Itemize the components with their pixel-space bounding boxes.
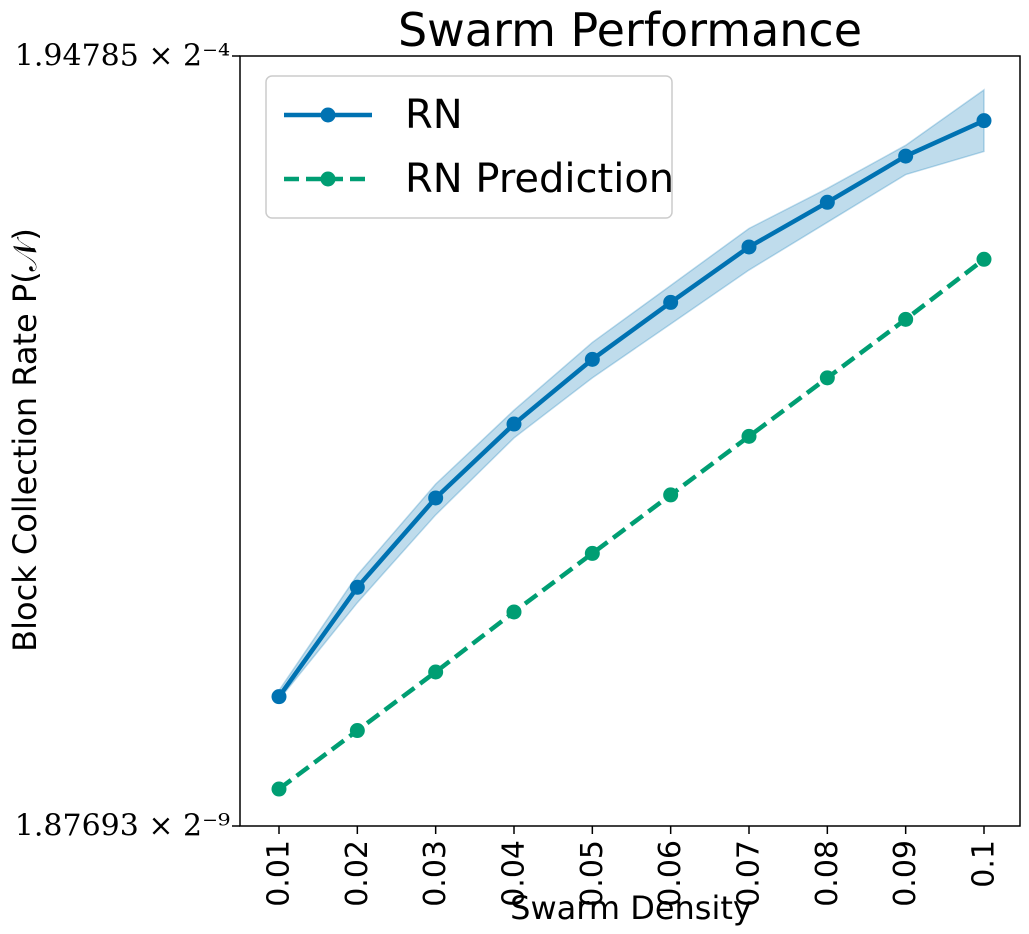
- series-rn-prediction-point: [663, 487, 679, 503]
- series-rn-point: [898, 148, 914, 164]
- series-rn-point: [819, 194, 835, 210]
- series-rn-prediction-line: [277, 257, 986, 791]
- series-rn-prediction-point: [819, 370, 835, 386]
- x-tick-label: 0.01: [262, 840, 297, 907]
- series-rn-point: [506, 416, 522, 432]
- y-axis-ticks: 1.87693 × 2⁻⁹ 1.94785 × 2⁻⁴: [15, 39, 240, 844]
- x-tick-label: 0.06: [653, 840, 688, 907]
- series-rn-prediction-point: [741, 428, 757, 444]
- x-tick-label: 0.05: [575, 840, 610, 907]
- legend: RN RN Prediction: [265, 75, 674, 219]
- series-rn-point: [428, 490, 444, 506]
- legend-rn-marker: [320, 107, 336, 123]
- x-tick-label: 0.08: [810, 840, 845, 907]
- legend-box: [265, 75, 673, 219]
- series-rn-point: [741, 239, 757, 255]
- x-tick-label: 0.04: [497, 840, 532, 907]
- series-rn-prediction-point: [898, 311, 914, 327]
- legend-rn-label: RN: [405, 92, 463, 138]
- y-tick-label: 1.94785 × 2⁻⁴: [15, 39, 230, 74]
- plot-area: [239, 55, 1021, 827]
- legend-rn-prediction-marker: [320, 171, 336, 187]
- x-tick-label: 0.02: [340, 840, 375, 907]
- y-tick-label: 1.87693 × 2⁻⁹: [15, 809, 230, 844]
- x-tick-label: 0.09: [888, 840, 923, 907]
- series-rn-prediction-point: [976, 251, 992, 267]
- x-tick-label: 0.03: [418, 840, 453, 907]
- chart-title: Swarm Performance: [398, 3, 862, 57]
- x-axis-ticks: 0.01 0.02 0.03 0.04 0.05 0.06 0.07 0.08 0.09 0.1: [262, 826, 1002, 907]
- x-tick-label: 0.1: [967, 840, 1002, 888]
- series-rn-prediction-point: [584, 545, 600, 561]
- plot-frame: [239, 55, 1021, 827]
- series-rn-prediction-point: [428, 664, 444, 680]
- series-rn-point: [663, 294, 679, 310]
- series-rn-point: [349, 579, 365, 595]
- series-rn-prediction-point: [349, 723, 365, 739]
- series-rn-prediction-point: [271, 781, 287, 797]
- series-rn-point: [584, 351, 600, 367]
- series-rn-point: [271, 689, 287, 705]
- series-rn-prediction-point: [506, 604, 522, 620]
- legend-rn-prediction-label: RN Prediction: [405, 156, 674, 202]
- series-rn-line: [277, 118, 985, 698]
- y-axis-label: Block Collection Rate P(𝒩): [6, 228, 44, 652]
- x-axis-label: Swarm Density: [510, 889, 752, 927]
- series-rn-point: [976, 113, 992, 129]
- x-tick-label: 0.07: [732, 840, 767, 907]
